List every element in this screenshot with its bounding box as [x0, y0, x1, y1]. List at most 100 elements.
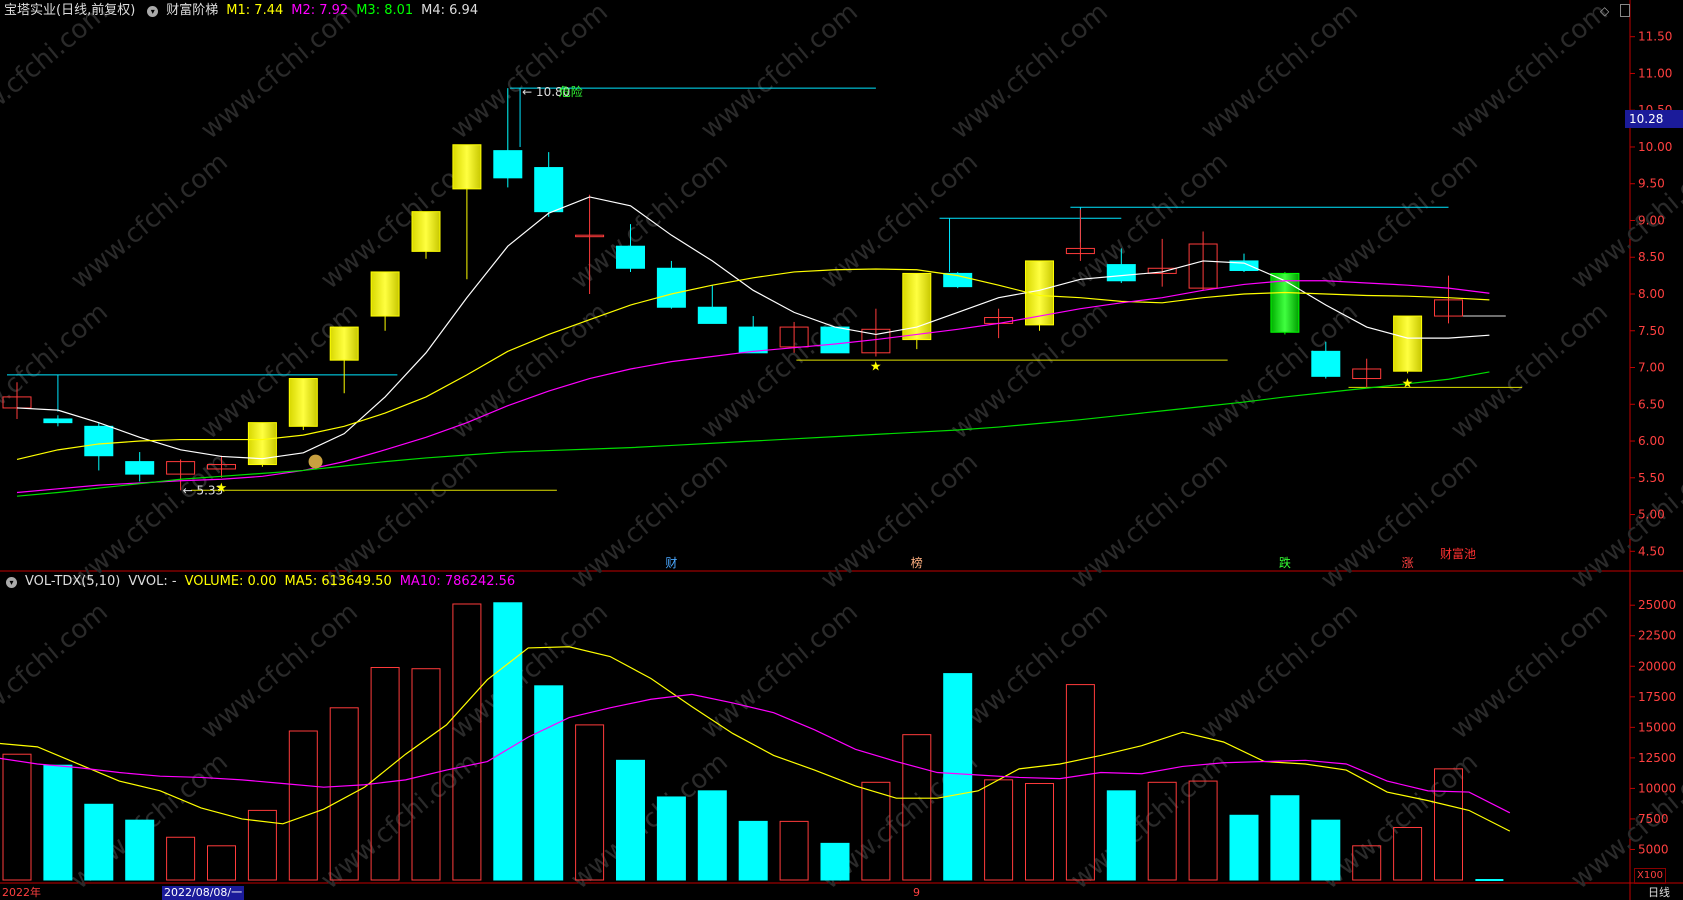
watermark: www.cfchi.com — [695, 597, 864, 745]
vol-name[interactable]: VOL-TDX(5,10) — [25, 574, 121, 589]
volume-bar — [738, 820, 768, 881]
price-tick-label: 9.00 — [1638, 213, 1665, 227]
candle-body — [1434, 299, 1463, 317]
volume-bar — [1270, 795, 1300, 881]
volume-bar — [1106, 790, 1136, 881]
volume-bar — [616, 759, 645, 881]
volume-tick-label: 10000 — [1638, 781, 1676, 795]
volume-bar — [779, 820, 809, 881]
price-tick-label: 4.50 — [1638, 544, 1665, 558]
volume-tick-label: 22500 — [1638, 629, 1676, 643]
high-price-label: ← 10.80 — [522, 85, 570, 99]
price-tick-label: 9.50 — [1638, 177, 1665, 191]
star-marker: ★ — [216, 481, 228, 496]
ma-line-m2 — [16, 268, 1490, 460]
m4-value: M4: 6.94 — [421, 3, 479, 18]
month-label: 9 — [913, 886, 920, 899]
year-label: 2022年 — [2, 886, 41, 899]
candle-body — [84, 425, 114, 457]
watermark: www.cfchi.com — [1445, 0, 1614, 145]
candle-body — [1393, 315, 1423, 372]
vvol-value: VVOL: - — [128, 574, 177, 589]
candle-body — [820, 326, 850, 354]
candle-body — [575, 234, 605, 238]
indicator-name[interactable]: 财富阶梯 — [166, 3, 219, 18]
volume-tick-label: 17500 — [1638, 690, 1676, 704]
volume-bar — [1393, 826, 1423, 881]
volume-bar — [1434, 768, 1463, 881]
candle-body — [493, 150, 523, 179]
candle-body — [534, 167, 564, 213]
volume-bar — [534, 685, 564, 881]
stock-label[interactable]: 宝塔实业(日线,前复权) — [4, 3, 136, 18]
volume-bar — [1229, 814, 1259, 881]
signal-marker: 财 — [665, 556, 677, 570]
volume-bar — [656, 796, 686, 881]
ma10-value: MA10: 786242.56 — [399, 574, 516, 589]
dropdown-icon[interactable]: ▾ — [147, 5, 159, 17]
volume-bar — [861, 781, 891, 881]
period-label[interactable]: 日线 — [1648, 886, 1670, 899]
money-bag-icon — [308, 454, 323, 469]
price-tick-label: 6.50 — [1638, 397, 1665, 411]
candle-body — [1188, 243, 1218, 289]
watermark: www.cfchi.com — [1195, 0, 1364, 145]
price-tick-label: 11.50 — [1638, 30, 1672, 44]
volume-bar — [493, 602, 523, 881]
volume-tick-label: 25000 — [1638, 598, 1676, 612]
dropdown-icon[interactable]: ▾ — [6, 576, 17, 588]
volume-bar — [125, 819, 155, 881]
volume-ma10-line — [0, 693, 1511, 814]
price-tick-label: 5.50 — [1638, 471, 1665, 485]
volume-bar — [820, 842, 850, 881]
candle-body — [1352, 368, 1382, 380]
ma-line-m1 — [16, 196, 1490, 460]
volume-header: ▾ VOL-TDX(5,10) VVOL: - VOLUME: 0.00 MA5… — [0, 571, 523, 593]
volume-bar — [697, 790, 727, 881]
price-tick-label: 11.00 — [1638, 66, 1672, 80]
volume-bar — [984, 779, 1014, 881]
volume-tick-label: 20000 — [1638, 659, 1676, 673]
current-price-tag: 10.28 — [1625, 110, 1683, 128]
ma5-value: MA5: 613649.50 — [284, 574, 392, 589]
volume-bar — [902, 734, 932, 881]
candle-body — [1106, 264, 1136, 282]
candle-body — [329, 326, 359, 361]
watermark: www.cfchi.com — [195, 297, 364, 445]
diamond-icon[interactable]: ◇ — [1600, 4, 1610, 18]
m1-value: M1: 7.44 — [226, 3, 284, 18]
candle-body — [779, 326, 809, 348]
date-cursor-label: 2022/08/08/一 — [162, 886, 245, 900]
watermark: www.cfchi.com — [445, 297, 614, 445]
price-tick-label: 8.50 — [1638, 250, 1665, 264]
scroll-handle-icon[interactable] — [1620, 4, 1630, 17]
volume-tick-label: 5000 — [1638, 842, 1669, 856]
volume-tick-label: 7500 — [1638, 812, 1669, 826]
candle-body — [411, 211, 441, 252]
ma-line-m3 — [16, 280, 1490, 494]
watermark: www.cfchi.com — [0, 597, 114, 745]
watermark: www.cfchi.com — [815, 447, 984, 595]
price-tick-label: 8.00 — [1638, 287, 1665, 301]
watermark: www.cfchi.com — [565, 147, 734, 295]
candle-body — [1147, 267, 1177, 274]
volume-bar — [1188, 780, 1218, 881]
signal-marker: 榜 — [911, 555, 923, 570]
price-tick-label: 5.00 — [1638, 508, 1665, 522]
volume-ma5-line — [0, 646, 1511, 832]
volume-bar — [575, 724, 605, 881]
star-marker: ★ — [870, 359, 882, 374]
watermark: www.cfchi.com — [1065, 447, 1234, 595]
price-tick-label: 7.50 — [1638, 324, 1665, 338]
signal-marker: 涨 — [1402, 555, 1414, 570]
danger-label: 危险 — [559, 84, 583, 99]
watermark: www.cfchi.com — [1565, 447, 1683, 595]
price-tick-label: 10.00 — [1638, 140, 1672, 154]
candle-body — [166, 461, 196, 475]
candle-body — [43, 418, 73, 424]
signal-marker: 跌 — [1279, 555, 1291, 570]
wealth-pool-label: 财富池 — [1440, 546, 1476, 561]
volume-bar — [43, 764, 73, 881]
volume-bar — [1352, 845, 1382, 881]
